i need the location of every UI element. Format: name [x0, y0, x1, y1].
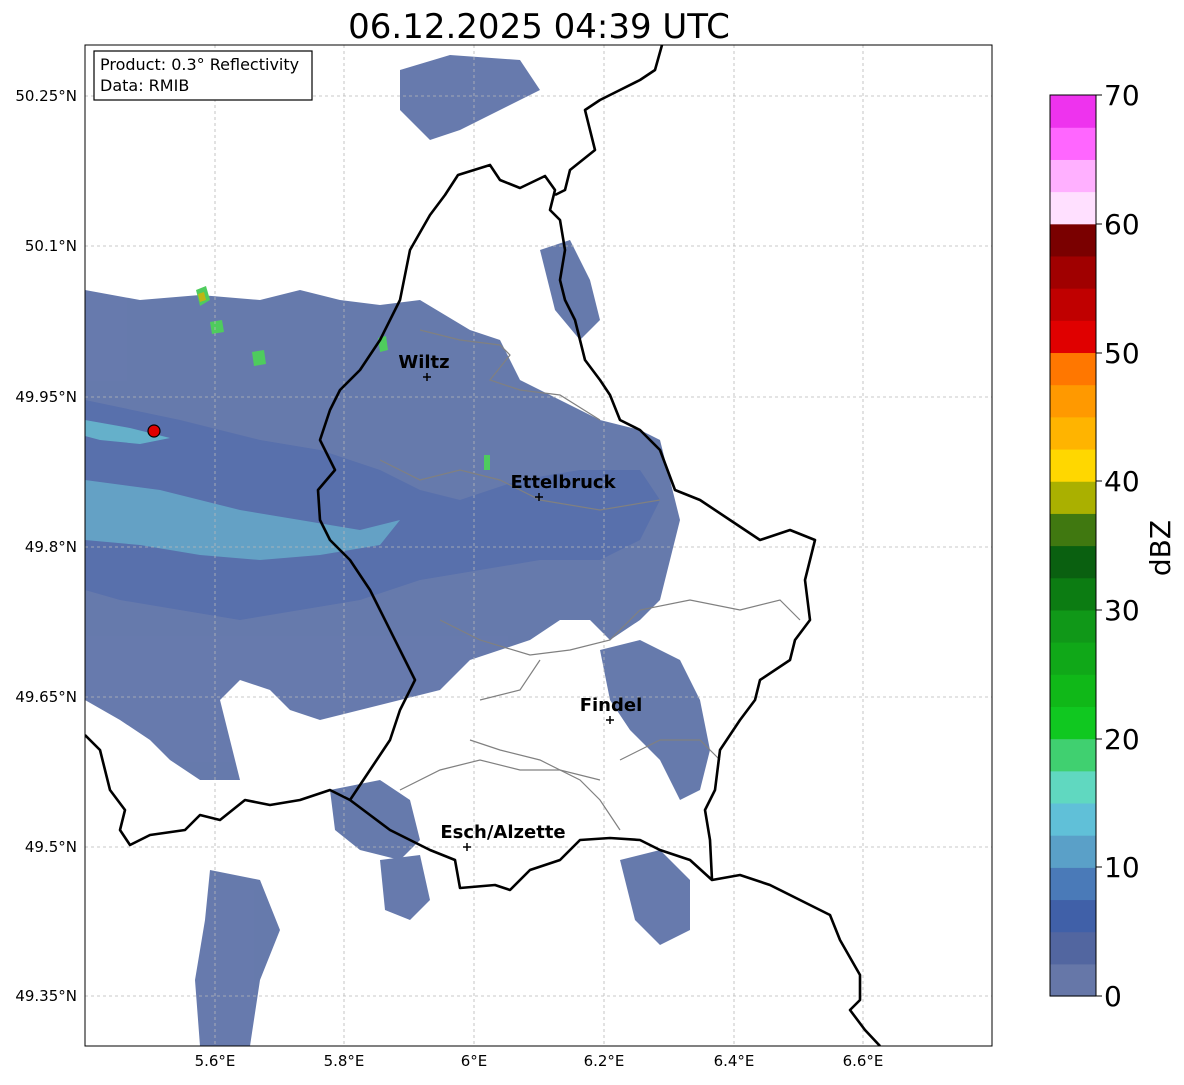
colorbar-bin — [1050, 384, 1096, 418]
national-borders — [85, 45, 881, 1046]
colorbar-frame — [1049, 94, 1097, 997]
colorbar-bin — [1050, 545, 1096, 579]
colorbar-tick: 10 — [1104, 851, 1140, 884]
colorbar-bin — [1050, 899, 1096, 933]
colorbar-bin — [1050, 127, 1096, 160]
echo-core-west — [85, 400, 660, 620]
lon-tick: 6.4°E — [714, 1052, 755, 1070]
colorbar-bin — [1050, 577, 1096, 611]
map-frame — [84, 44, 993, 1047]
city-esch-alzette: Esch/Alzette — [440, 822, 566, 851]
colorbar-bin — [1050, 159, 1096, 193]
colorbar-tick: 40 — [1104, 465, 1140, 498]
radar-echoes — [85, 55, 710, 1046]
colorbar-tick: 30 — [1104, 594, 1140, 627]
echo-green-5 — [484, 455, 490, 470]
lat-tick: 49.95°N — [15, 388, 77, 406]
echo-east — [600, 640, 710, 800]
info-box: Product: 0.3° Reflectivity Data: RMIB — [93, 50, 313, 101]
colorbar-bin — [1050, 448, 1096, 482]
latitude-tick-labels: 50.25°N 50.1°N 49.95°N 49.8°N 49.65°N 49… — [15, 87, 77, 1005]
colorbar-bin — [1050, 738, 1096, 772]
echo-cyan-streak — [85, 420, 170, 444]
colorbar-tick: 50 — [1104, 337, 1140, 370]
map-area: Wiltz Ettelbruck Findel Esch/Alzette Pro… — [84, 44, 993, 1047]
colorbar-bin — [1050, 674, 1096, 707]
colorbar-bin — [1050, 706, 1096, 740]
colorbar-ticks: 0 10 20 30 40 50 60 70 — [1096, 79, 1140, 1013]
colorbar-bin — [1050, 802, 1096, 836]
border-luxembourg — [316, 163, 817, 892]
colorbar-bin — [1050, 931, 1096, 965]
city-label: Wiltz — [398, 352, 449, 373]
lat-tick: 49.5°N — [25, 838, 77, 856]
echo-light-band — [85, 480, 400, 560]
echo-yellow-cell — [198, 292, 206, 302]
echo-south — [195, 870, 280, 1046]
echo-northeast — [540, 240, 600, 340]
canton-borders — [379, 329, 801, 831]
city-label: Ettelbruck — [510, 472, 616, 493]
city-wiltz: Wiltz — [398, 352, 450, 381]
border-germany-south — [711, 873, 881, 1046]
colorbar-bins — [1050, 95, 1096, 997]
colorbar-bin — [1050, 481, 1096, 514]
colorbar-bin — [1050, 513, 1096, 547]
lat-tick: 49.65°N — [15, 688, 77, 706]
city-ettelbruck: Ettelbruck — [510, 472, 617, 501]
lat-tick: 50.1°N — [25, 237, 77, 255]
colorbar-bin — [1050, 835, 1096, 868]
colorbar-tick: 0 — [1104, 980, 1122, 1013]
colorbar-label: dBZ — [1144, 520, 1177, 576]
echo-south-center — [380, 855, 430, 920]
city-labels: Wiltz Ettelbruck Findel Esch/Alzette — [398, 352, 642, 851]
product-label: Product: 0.3° Reflectivity — [100, 55, 299, 74]
map-title: 06.12.2025 04:39 UTC — [348, 7, 730, 47]
radar-site-marker — [147, 424, 161, 438]
colorbar-bin — [1050, 352, 1096, 386]
lon-tick: 6.6°E — [843, 1052, 884, 1070]
lat-tick: 49.35°N — [15, 987, 77, 1005]
colorbar-bin — [1050, 288, 1096, 321]
colorbar: 0 10 20 30 40 50 60 70 dBZ — [1049, 79, 1177, 1013]
colorbar-bin — [1050, 609, 1096, 643]
lat-tick: 50.25°N — [15, 87, 77, 105]
colorbar-bin — [1050, 416, 1096, 450]
lat-tick: 49.8°N — [25, 538, 77, 556]
echo-green-2 — [210, 320, 224, 334]
echo-southeast — [620, 850, 690, 945]
lon-tick: 6°E — [461, 1052, 488, 1070]
lon-tick: 6.2°E — [584, 1052, 625, 1070]
colorbar-bin — [1050, 963, 1096, 997]
lon-tick: 5.8°E — [324, 1052, 365, 1070]
echo-green-3 — [252, 350, 266, 366]
lon-tick: 5.6°E — [195, 1052, 236, 1070]
colorbar-bin — [1050, 320, 1096, 354]
longitude-tick-labels: 5.6°E 5.8°E 6°E 6.2°E 6.4°E 6.6°E — [195, 1052, 884, 1070]
border-france — [85, 734, 351, 847]
colorbar-bin — [1050, 191, 1096, 225]
city-label: Findel — [580, 695, 643, 716]
colorbar-bin — [1050, 223, 1096, 257]
city-findel: Findel — [580, 695, 643, 724]
colorbar-bin — [1050, 95, 1096, 128]
echo-north — [400, 55, 540, 140]
colorbar-tick: 70 — [1104, 79, 1140, 112]
colorbar-bin — [1050, 642, 1096, 675]
colorbar-tick: 60 — [1104, 208, 1140, 241]
colorbar-bin — [1050, 255, 1096, 289]
colorbar-bin — [1050, 770, 1096, 804]
colorbar-tick: 20 — [1104, 723, 1140, 756]
colorbar-bin — [1050, 867, 1096, 901]
border-germany-north — [554, 45, 664, 197]
data-source-label: Data: RMIB — [100, 76, 189, 95]
city-label: Esch/Alzette — [440, 822, 565, 843]
